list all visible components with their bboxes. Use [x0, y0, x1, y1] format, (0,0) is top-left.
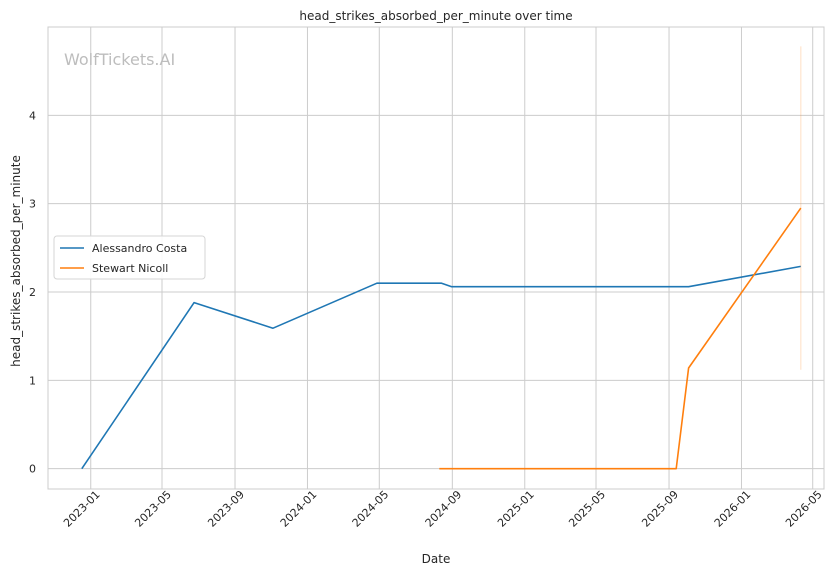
- y-gridlines: [48, 114, 824, 470]
- x-tick-label: 2026-05: [783, 488, 825, 530]
- legend: Alessandro Costa Stewart Nicoll: [53, 235, 206, 280]
- series-line-alessandro-costa: [81, 265, 801, 470]
- x-tick-label: 2023-09: [205, 488, 247, 530]
- x-tick-label: 2024-05: [350, 488, 392, 530]
- watermark: WolfTickets.AI: [64, 50, 175, 69]
- series-layer: [81, 46, 802, 470]
- chart-title: head_strikes_absorbed_per_minute over ti…: [299, 9, 572, 23]
- y-tick-label: 3: [29, 198, 36, 211]
- x-tick-label: 2026-01: [712, 488, 754, 530]
- legend-label-alessandro-costa: Alessandro Costa: [92, 242, 187, 255]
- series-line-stewart-nicoll: [439, 207, 802, 470]
- y-axis-label: head_strikes_absorbed_per_minute: [9, 155, 23, 367]
- x-tick-label: 2025-01: [495, 488, 537, 530]
- x-tick-label: 2023-01: [61, 488, 103, 530]
- y-tick-label: 2: [29, 286, 36, 299]
- x-tick-label: 2025-05: [566, 488, 608, 530]
- y-tick-label: 4: [29, 109, 36, 122]
- legend-label-stewart-nicoll: Stewart Nicoll: [92, 262, 168, 275]
- x-axis-label: Date: [422, 552, 451, 566]
- x-axis-ticks: 2023-01 2023-05 2023-09 2024-01 2024-05 2024-…: [61, 488, 825, 530]
- x-tick-label: 2024-09: [423, 488, 465, 530]
- legend-box: [53, 235, 206, 280]
- x-tick-label: 2025-09: [639, 488, 681, 530]
- x-tick-label: 2023-05: [132, 488, 174, 530]
- y-tick-label: 0: [29, 463, 36, 476]
- y-tick-label: 1: [29, 374, 36, 387]
- x-gridlines: [90, 27, 814, 489]
- y-axis-ticks: 0 1 2 3 4: [29, 109, 36, 475]
- x-tick-label: 2024-01: [278, 488, 320, 530]
